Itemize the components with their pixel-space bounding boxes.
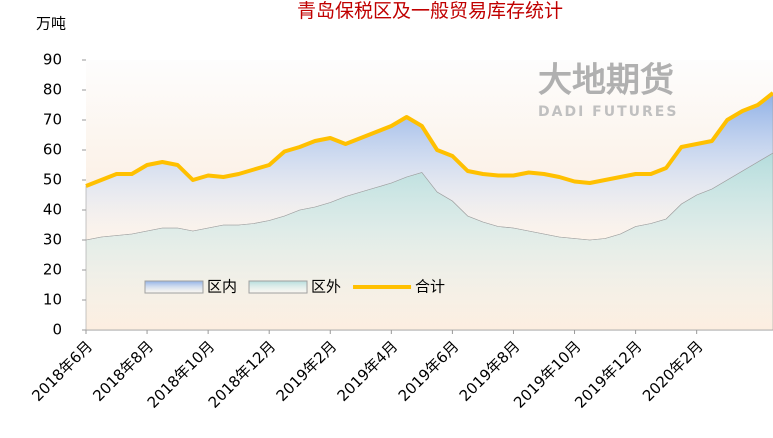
y-tick-label: 80 xyxy=(43,81,62,99)
x-tick-label: 2019年6月 xyxy=(395,337,463,405)
y-tick-label: 40 xyxy=(43,201,62,219)
y-tick-label: 60 xyxy=(43,141,62,159)
legend-swatch xyxy=(248,280,308,294)
x-tick-label: 2019年2月 xyxy=(273,337,341,405)
legend-label: 区内 xyxy=(207,278,237,296)
x-tick-label: 2018年6月 xyxy=(28,337,96,405)
watermark: DADI FUTURES xyxy=(538,104,678,120)
x-tick-label: 2019年4月 xyxy=(334,337,402,405)
y-tick-label: 50 xyxy=(43,171,62,189)
y-tick-label: 20 xyxy=(43,261,62,279)
y-tick-label: 70 xyxy=(43,111,62,129)
x-tick-label: 2020年2月 xyxy=(639,337,707,405)
watermark: 大地期货 xyxy=(538,61,674,101)
legend-label: 合计 xyxy=(415,278,445,296)
line xyxy=(85,91,773,188)
y-tick-label: 10 xyxy=(43,291,62,309)
legend-label: 区外 xyxy=(311,278,341,296)
y-tick-label: 0 xyxy=(52,321,62,339)
legend-swatch xyxy=(144,280,204,294)
y-tick-label: 30 xyxy=(43,231,62,249)
y-tick-label: 90 xyxy=(43,51,62,69)
y-axis-label: 万吨 xyxy=(36,15,66,33)
chart-title: 青岛保税区及一般贸易库存统计 xyxy=(297,0,563,22)
